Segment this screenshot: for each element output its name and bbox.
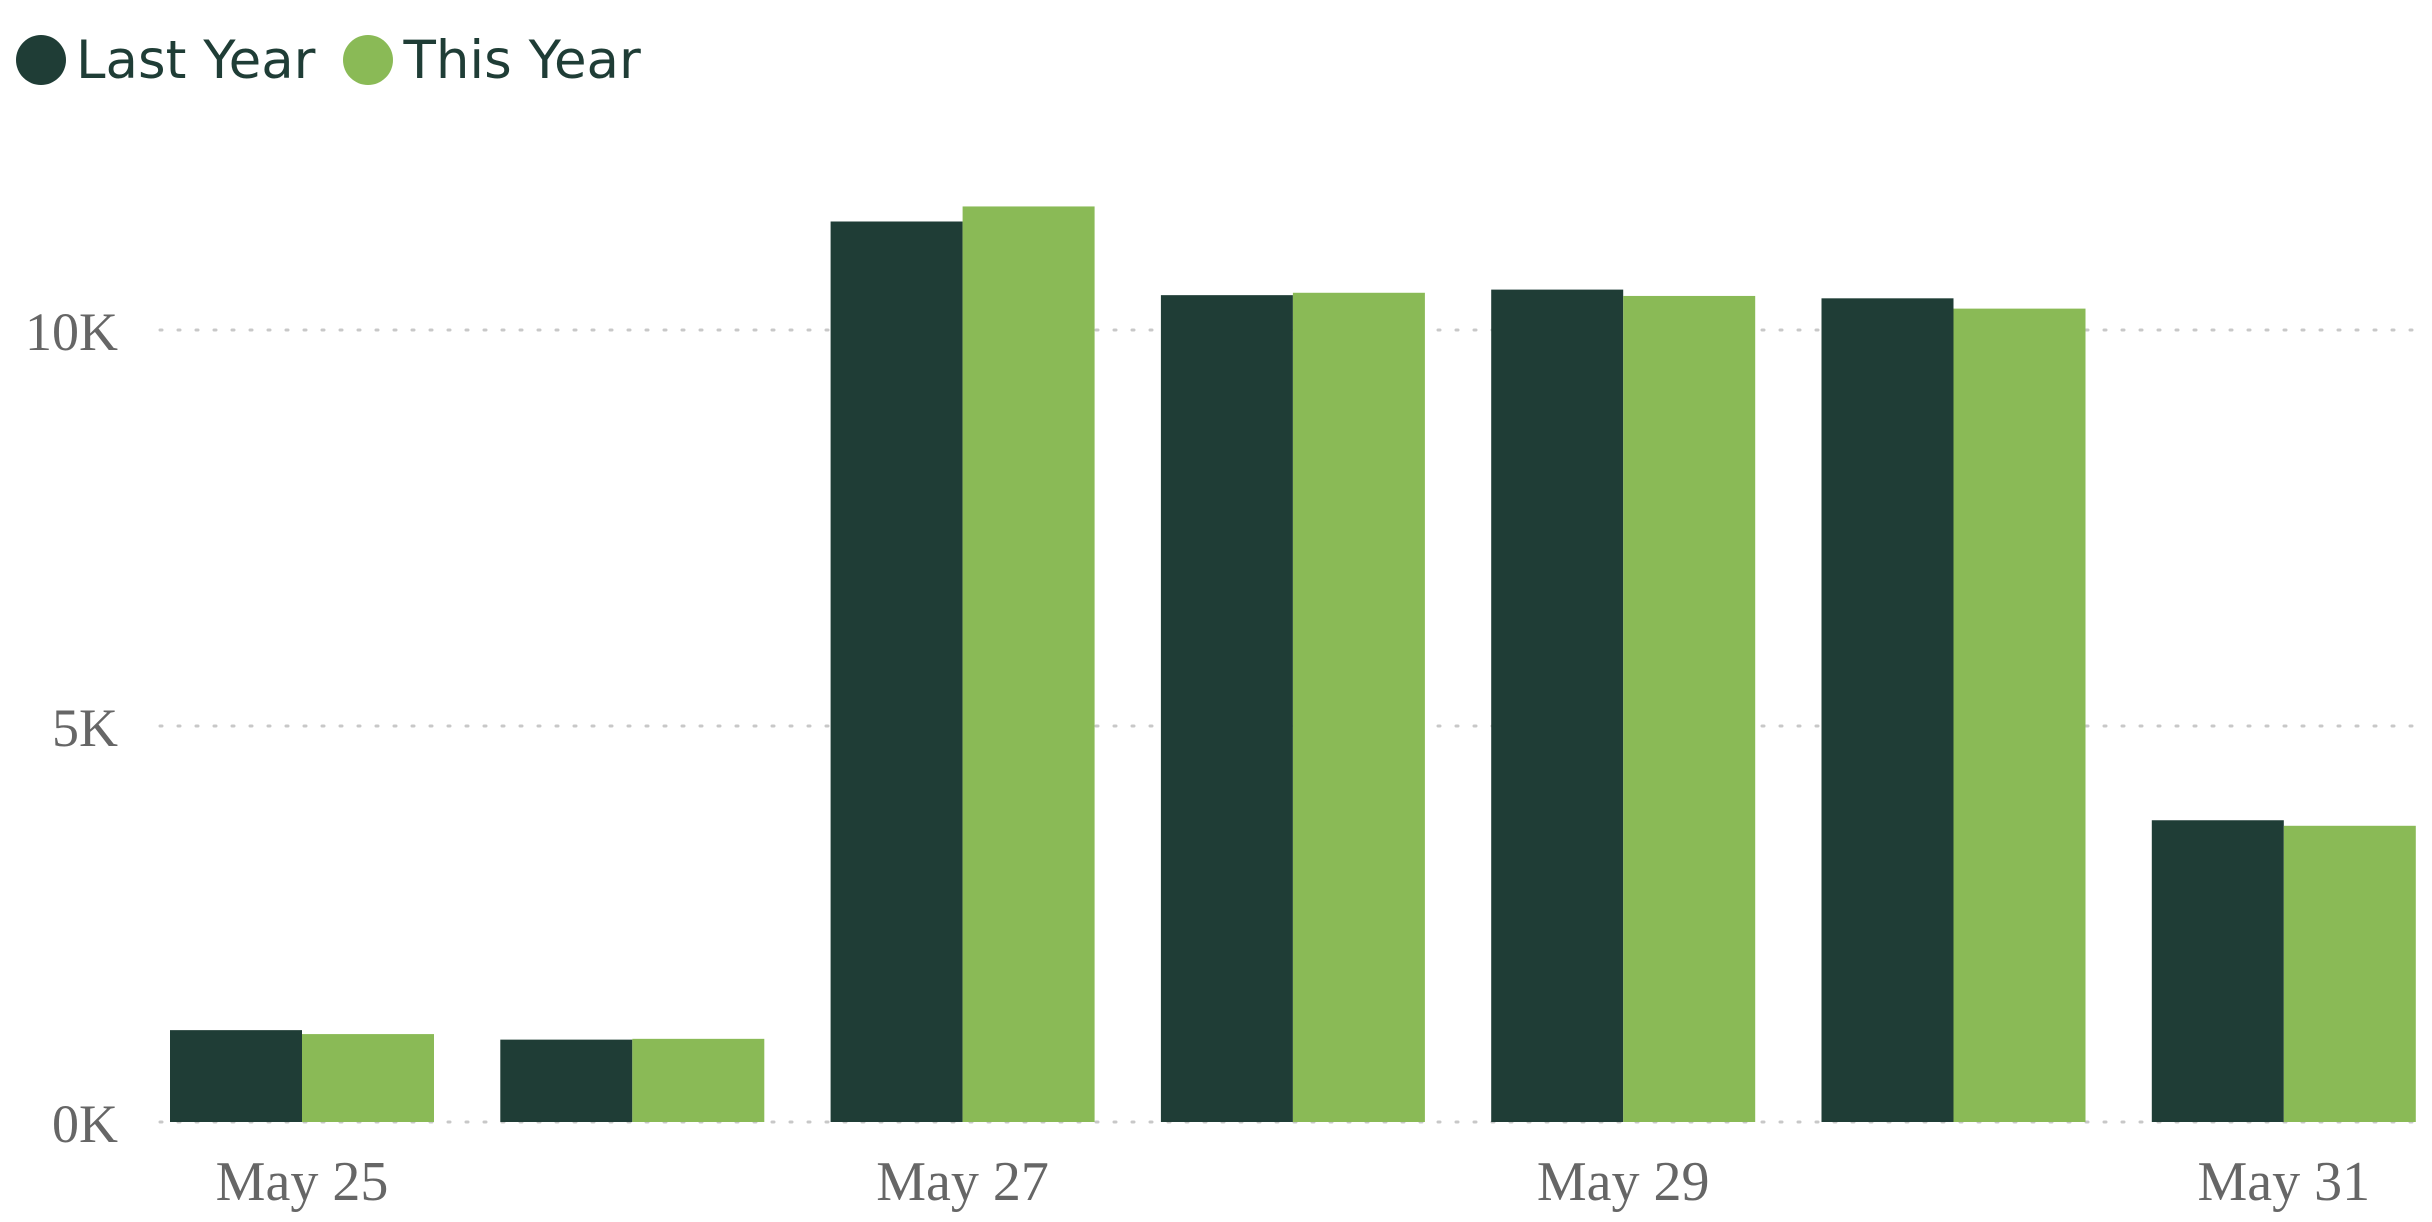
legend: Last Year This Year (16, 18, 641, 102)
bar-this-year[interactable]: This Year May 29: 10430 (1623, 295, 1756, 1123)
bar-last-year[interactable]: Last Year May 29: 10510 (1491, 289, 1624, 1122)
bar-last-year[interactable]: Last Year May 30: 10400 (1821, 298, 1954, 1122)
bar-this-year[interactable]: This Year May 31: 3740 (2283, 825, 2416, 1122)
legend-item-this-year[interactable]: This Year (343, 29, 641, 91)
bar-this-year[interactable]: This Year May 27: 11560 (962, 206, 1095, 1122)
legend-label: This Year (403, 29, 641, 91)
y-tick-label: 0K (52, 1094, 118, 1154)
bar-last-year[interactable]: Last Year May 26: 1040 (500, 1039, 633, 1122)
y-tick-label: 5K (52, 698, 118, 758)
bar-last-year[interactable]: Last Year May 25: 1160 (170, 1030, 302, 1122)
legend-label: Last Year (76, 29, 316, 91)
bar-last-year[interactable]: Last Year May 27: 11370 (830, 221, 963, 1123)
legend-swatch-icon (343, 35, 394, 85)
x-axis: May 25 May 27 May 29 May 31 (216, 1151, 2370, 1213)
bar-last-year[interactable]: Last Year May 31: 3810 (2151, 820, 2284, 1122)
bar-last-year[interactable]: Last Year May 28: 10440 (1160, 295, 1293, 1123)
bar-this-year[interactable]: This Year May 28: 10470 (1292, 292, 1425, 1122)
y-axis: 0K 5K 10K (25, 302, 118, 1154)
x-tick-label: May 31 (2197, 1151, 2370, 1213)
bar-this-year[interactable]: This Year May 25: 1110 (302, 1034, 434, 1122)
x-tick-label: May 27 (876, 1151, 1049, 1213)
bars: Last Year May 25: 1160This Year May 25: … (170, 206, 2416, 1123)
y-tick-label: 10K (25, 302, 118, 362)
bar-this-year[interactable]: This Year May 26: 1050 (632, 1038, 765, 1122)
x-tick-label: May 25 (216, 1151, 389, 1213)
legend-item-last-year[interactable]: Last Year (16, 34, 315, 87)
legend-swatch-icon (16, 35, 66, 85)
bar-this-year[interactable]: This Year May 30: 10270 (1953, 308, 2086, 1123)
x-tick-label: May 29 (1537, 1151, 1710, 1213)
